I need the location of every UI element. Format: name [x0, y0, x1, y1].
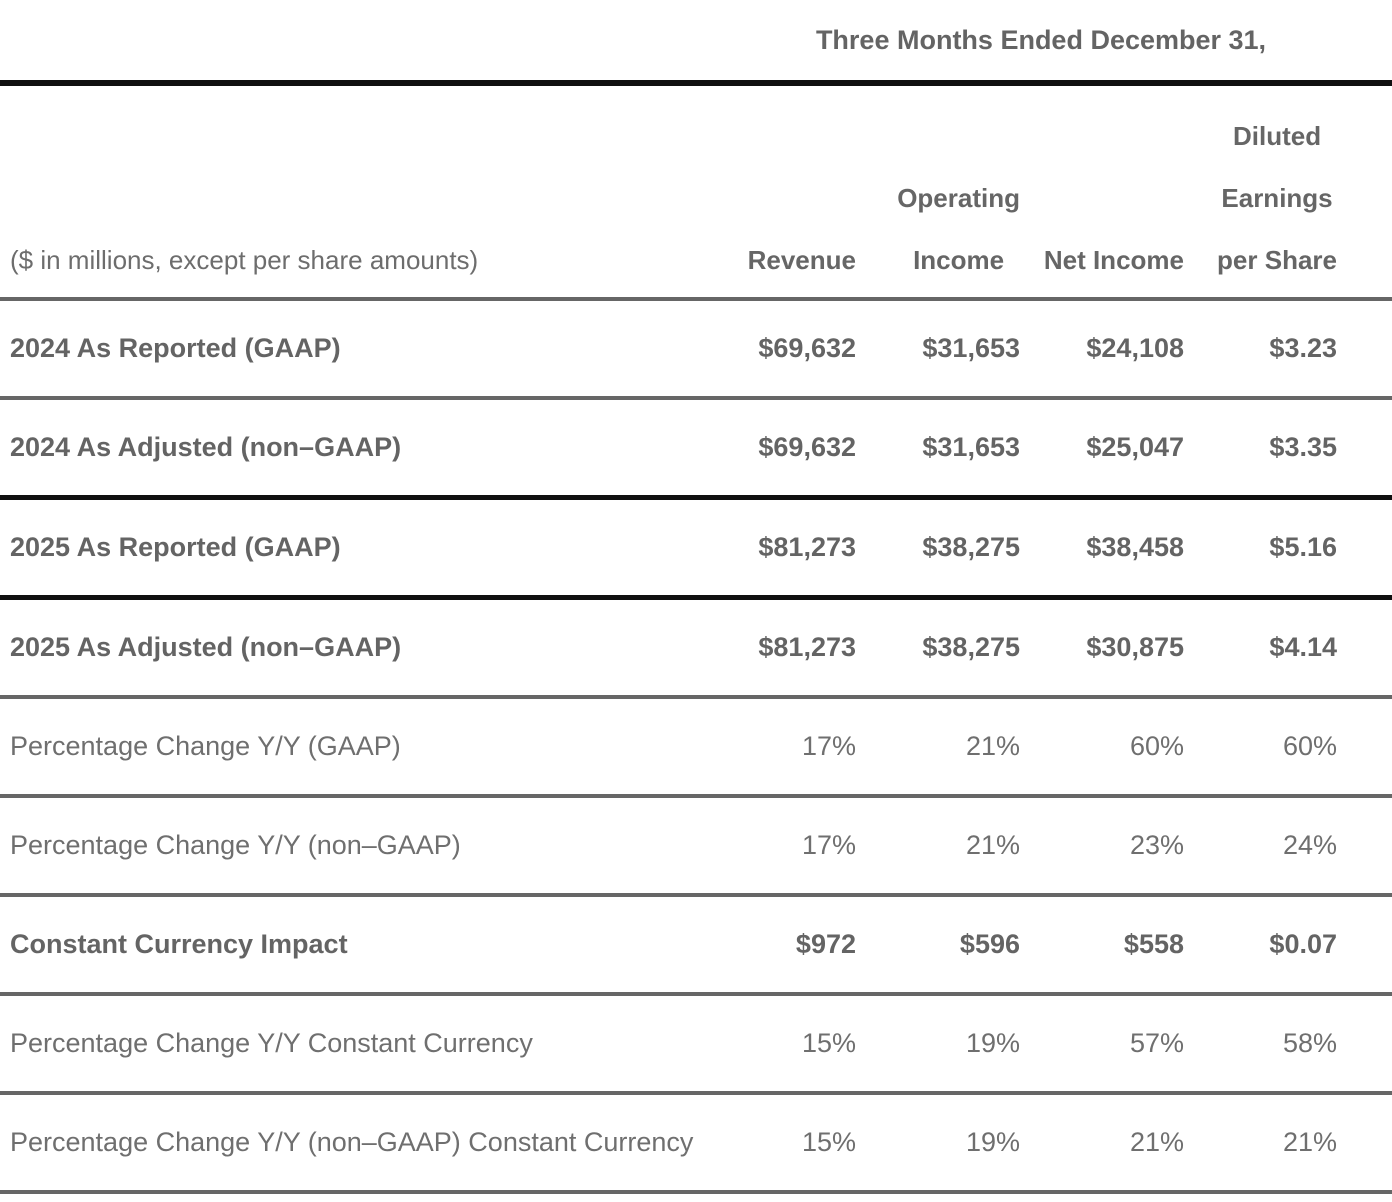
cell-operating-income: $31,653	[922, 333, 1020, 363]
row-divider	[0, 695, 1392, 699]
cell-net-income: 57%	[1129, 1028, 1184, 1058]
table-row-pct-change-non-gaap-constant-currency: Percentage Change Y/Y (non–GAAP) Constan…	[0, 1095, 1392, 1190]
cell-operating-income: $38,275	[922, 532, 1020, 562]
row-divider	[0, 1091, 1392, 1095]
table-row-pct-change-non-gaap: Percentage Change Y/Y (non–GAAP) 17% 21%…	[0, 798, 1392, 893]
row-label: 2025 As Reported (GAAP)	[10, 532, 341, 562]
row-divider	[0, 794, 1392, 798]
cell-revenue: 17%	[801, 731, 856, 761]
cell-diluted-eps: 60%	[1282, 731, 1337, 761]
cell-operating-income: 21%	[965, 731, 1020, 761]
table-row-constant-currency-impact: Constant Currency Impact $972 $596 $558 …	[0, 897, 1392, 992]
cell-diluted-eps: 21%	[1282, 1127, 1337, 1157]
cell-revenue: $81,273	[758, 532, 856, 562]
table-row-pct-change-gaap: Percentage Change Y/Y (GAAP) 17% 21% 60%…	[0, 699, 1392, 794]
table-bottom-rule	[0, 1190, 1392, 1194]
cell-net-income: 23%	[1129, 830, 1184, 860]
header-line: Net Income	[1043, 245, 1184, 275]
header-line: Earnings	[1221, 183, 1333, 213]
cell-net-income: 21%	[1129, 1127, 1184, 1157]
cell-diluted-eps: 24%	[1282, 830, 1337, 860]
cell-revenue: $81,273	[758, 632, 856, 662]
row-divider	[0, 893, 1392, 897]
column-header-revenue: Revenue	[700, 229, 856, 297]
cell-revenue: $69,632	[758, 333, 856, 363]
header-line: per Share	[1217, 245, 1337, 275]
cell-revenue: $69,632	[758, 432, 856, 462]
table-row-pct-change-constant-currency: Percentage Change Y/Y Constant Currency …	[0, 996, 1392, 1091]
row-divider	[0, 495, 1392, 500]
table-row-2024-adjusted: 2024 As Adjusted (non–GAAP) $69,632 $31,…	[0, 400, 1392, 495]
cell-net-income: $25,047	[1086, 432, 1184, 462]
table-row-2025-adjusted: 2025 As Adjusted (non–GAAP) $81,273 $38,…	[0, 600, 1392, 695]
column-header-diluted-eps: Diluted Earnings per Share	[1184, 105, 1337, 297]
row-label: Constant Currency Impact	[10, 929, 348, 959]
cell-net-income: $24,108	[1086, 333, 1184, 363]
row-label: Percentage Change Y/Y (non–GAAP) Constan…	[10, 1127, 694, 1157]
cell-diluted-eps: $3.23	[1269, 333, 1337, 363]
cell-operating-income: 21%	[965, 830, 1020, 860]
cell-revenue: 17%	[801, 830, 856, 860]
cell-net-income: $38,458	[1086, 532, 1184, 562]
units-caption: ($ in millions, except per share amounts…	[10, 245, 479, 275]
cell-revenue: $972	[795, 929, 856, 959]
column-header-row: ($ in millions, except per share amounts…	[0, 86, 1392, 297]
column-header-operating-income: Operating Income	[856, 167, 1020, 297]
row-label: 2025 As Adjusted (non–GAAP)	[10, 632, 402, 662]
header-line: Income	[913, 245, 1005, 275]
cell-operating-income: $596	[959, 929, 1020, 959]
cell-net-income: $30,875	[1086, 632, 1184, 662]
cell-operating-income: $38,275	[922, 632, 1020, 662]
cell-revenue: 15%	[801, 1028, 856, 1058]
divider-under-title	[0, 80, 1392, 86]
cell-operating-income: 19%	[965, 1028, 1020, 1058]
cell-operating-income: $31,653	[922, 432, 1020, 462]
header-line: Operating	[897, 183, 1020, 213]
row-label: 2024 As Adjusted (non–GAAP)	[10, 432, 402, 462]
row-label: 2024 As Reported (GAAP)	[10, 333, 341, 363]
cell-net-income: $558	[1123, 929, 1184, 959]
cell-diluted-eps: $0.07	[1269, 929, 1337, 959]
header-line: Diluted	[1232, 121, 1322, 151]
cell-diluted-eps: 58%	[1282, 1028, 1337, 1058]
title-row: Three Months Ended December 31,	[0, 0, 1392, 80]
cell-operating-income: 19%	[965, 1127, 1020, 1157]
row-divider	[0, 992, 1392, 996]
header-line: Revenue	[747, 245, 856, 275]
row-label: Percentage Change Y/Y (GAAP)	[10, 731, 401, 761]
table-title: Three Months Ended December 31,	[815, 24, 1267, 55]
row-label: Percentage Change Y/Y Constant Currency	[10, 1028, 533, 1058]
row-divider	[0, 396, 1392, 400]
row-divider	[0, 595, 1392, 600]
row-label: Percentage Change Y/Y (non–GAAP)	[10, 830, 461, 860]
cell-diluted-eps: $3.35	[1269, 432, 1337, 462]
table-row-2025-reported: 2025 As Reported (GAAP) $81,273 $38,275 …	[0, 500, 1392, 595]
cell-diluted-eps: $5.16	[1269, 532, 1337, 562]
cell-revenue: 15%	[801, 1127, 856, 1157]
cell-net-income: 60%	[1129, 731, 1184, 761]
cell-diluted-eps: $4.14	[1269, 632, 1337, 662]
table-row-2024-reported: 2024 As Reported (GAAP) $69,632 $31,653 …	[0, 301, 1392, 396]
column-header-net-income: Net Income	[1020, 229, 1184, 297]
divider-under-header	[0, 297, 1392, 301]
